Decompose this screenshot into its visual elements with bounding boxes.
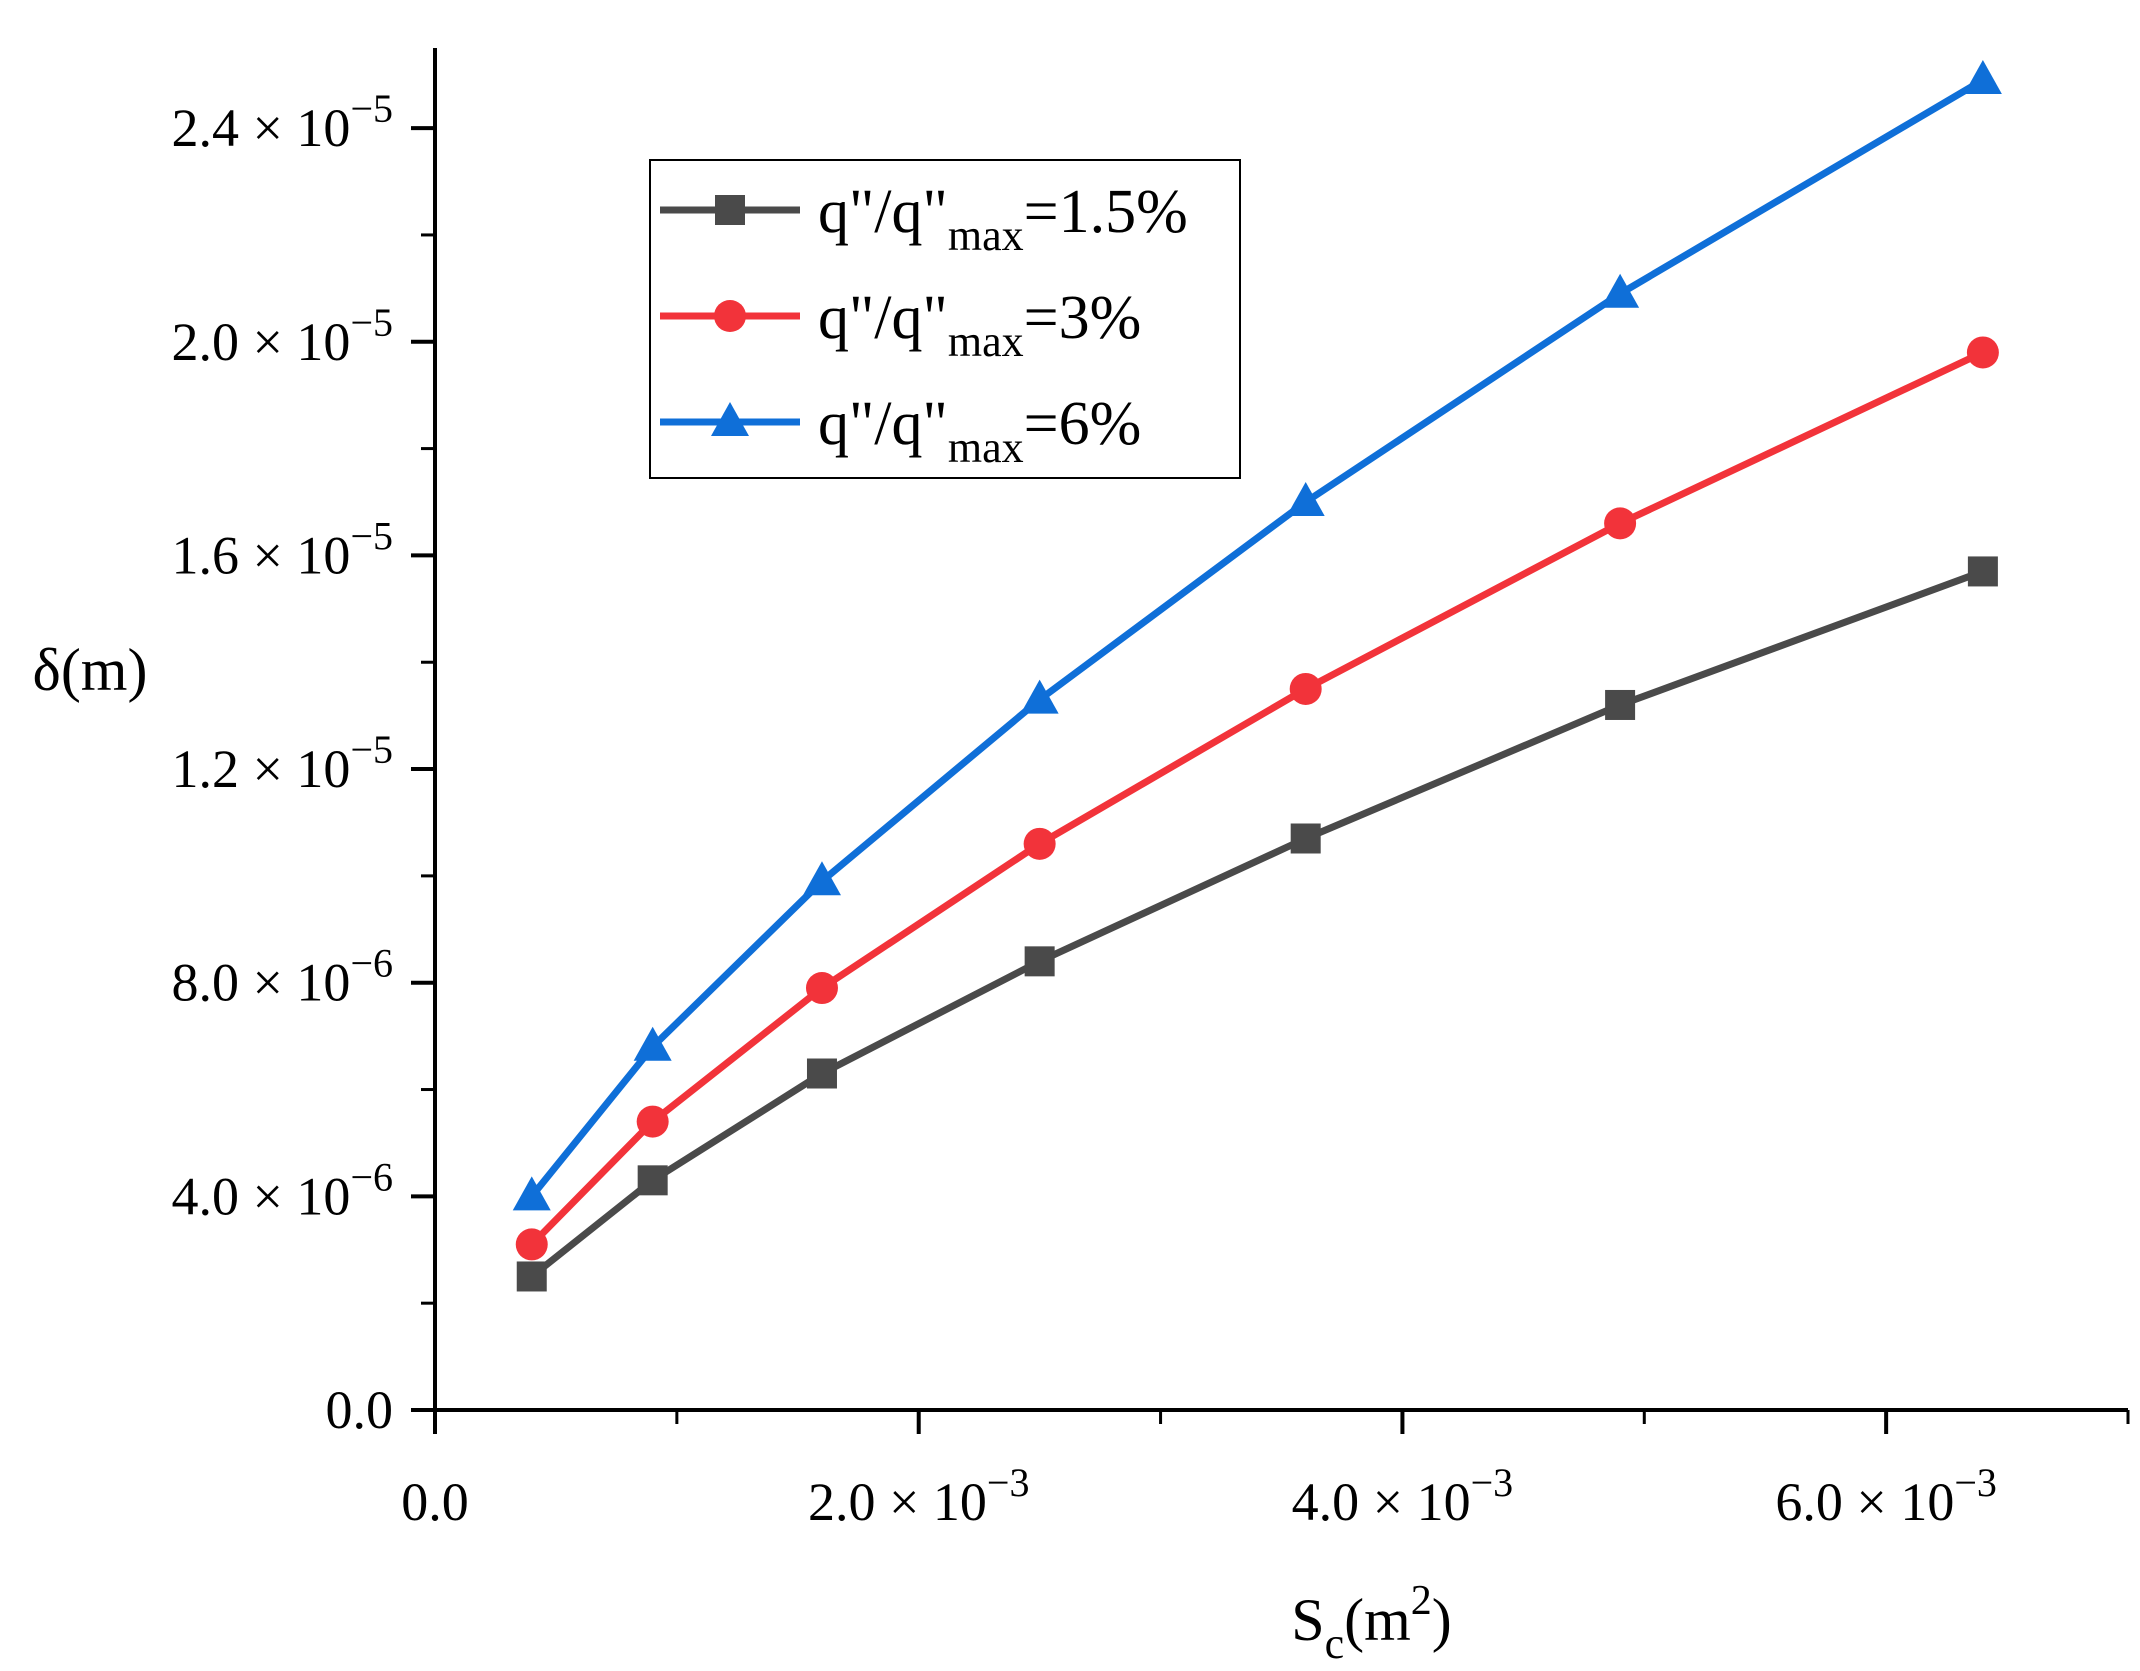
legend-marker	[715, 195, 745, 225]
data-point	[805, 972, 838, 1005]
data-point	[512, 1176, 551, 1211]
data-point	[1286, 482, 1325, 516]
data-point	[1601, 273, 1640, 308]
data-point	[1605, 689, 1636, 720]
legend-label: q"/q"max=1.5%	[818, 178, 1188, 260]
series-line	[529, 349, 1985, 1247]
data-point	[1290, 823, 1321, 854]
x-tick-label: 4.0 × 10−3	[1292, 1460, 1514, 1532]
data-point	[515, 1228, 548, 1261]
legend-label: q"/q"max=3%	[818, 284, 1141, 366]
legend-entry: q"/q"max=3%	[660, 284, 1141, 366]
y-axis-title: δ(m)	[33, 637, 148, 703]
legend-label: q"/q"max=6%	[818, 390, 1141, 472]
series-square	[516, 556, 1998, 1292]
legend-entry: q"/q"max=1.5%	[660, 178, 1188, 260]
legend-marker	[714, 300, 746, 332]
data-point	[1966, 336, 1999, 369]
y-tick-label: 0.0	[326, 1380, 394, 1440]
y-tick-label: 8.0 × 10−6	[171, 941, 393, 1013]
x-tick-label: 0.0	[401, 1472, 469, 1532]
data-point	[1963, 60, 2002, 95]
y-tick-label: 2.0 × 10−5	[171, 300, 393, 372]
data-point	[1967, 556, 1998, 587]
legend-entry: q"/q"max=6%	[660, 390, 1141, 472]
y-tick-label: 1.6 × 10−5	[171, 513, 393, 585]
data-point	[637, 1165, 668, 1196]
x-tick-label: 6.0 × 10−3	[1775, 1460, 1997, 1532]
series-layer	[512, 60, 2002, 1292]
legend: q"/q"max=1.5% q"/q"max=3% q"/q"max=6%	[649, 159, 1241, 479]
y-tick-label: 1.2 × 10−5	[171, 727, 393, 799]
data-point	[1023, 827, 1056, 860]
data-point	[802, 861, 841, 896]
data-point	[1024, 946, 1055, 977]
data-point	[1604, 507, 1637, 540]
series-circle	[515, 336, 1999, 1261]
x-tick-label: 2.0 × 10−3	[808, 1460, 1030, 1532]
legend-marker	[711, 402, 749, 436]
y-tick-label: 4.0 × 10−6	[171, 1154, 393, 1226]
data-point	[633, 1026, 672, 1061]
data-point	[1289, 672, 1322, 705]
data-point	[806, 1058, 837, 1089]
axes: 0.0 2.0 × 10−3 4.0 × 10−3 6.0 × 10−3 0.0 4.0 …	[33, 48, 2130, 1668]
data-point	[1020, 679, 1059, 714]
y-tick-label: 2.4 × 10−5	[171, 86, 393, 158]
x-axis-title: Sc(m2)	[1291, 1578, 1452, 1668]
data-point	[636, 1105, 669, 1138]
data-point	[516, 1261, 547, 1292]
series-triangle	[512, 60, 2002, 1211]
series-line	[529, 568, 1985, 1280]
